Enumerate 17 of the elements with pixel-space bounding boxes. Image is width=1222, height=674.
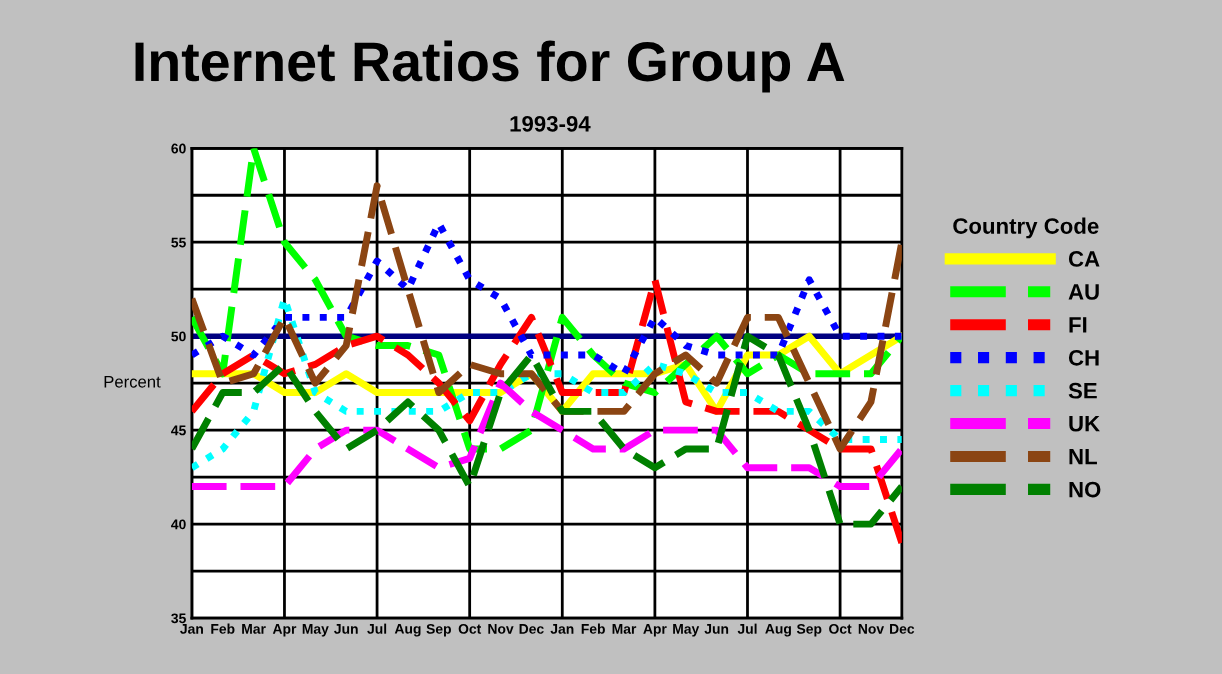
line-series	[191, 379, 902, 490]
legend-label: CA	[1068, 251, 1100, 267]
line-series	[191, 276, 902, 547]
y-axis-title: Percent	[104, 376, 161, 388]
line-series	[191, 295, 902, 472]
legend-label: NO	[1069, 481, 1101, 498]
chart-subtitle: 1993-94	[510, 115, 591, 132]
line-series	[191, 332, 902, 528]
legend-label: AU	[1068, 284, 1099, 300]
legend-title: Country Code	[953, 217, 1099, 239]
legend-label: NL	[1069, 448, 1097, 465]
legend-label: FI	[1069, 317, 1087, 333]
legend-label: UK	[1069, 416, 1100, 432]
line-series	[191, 219, 902, 378]
legend-label: CH	[1068, 349, 1099, 366]
chart-title: Internet Ratios for Group A	[135, 40, 845, 93]
legend-label: SE	[1068, 382, 1097, 399]
